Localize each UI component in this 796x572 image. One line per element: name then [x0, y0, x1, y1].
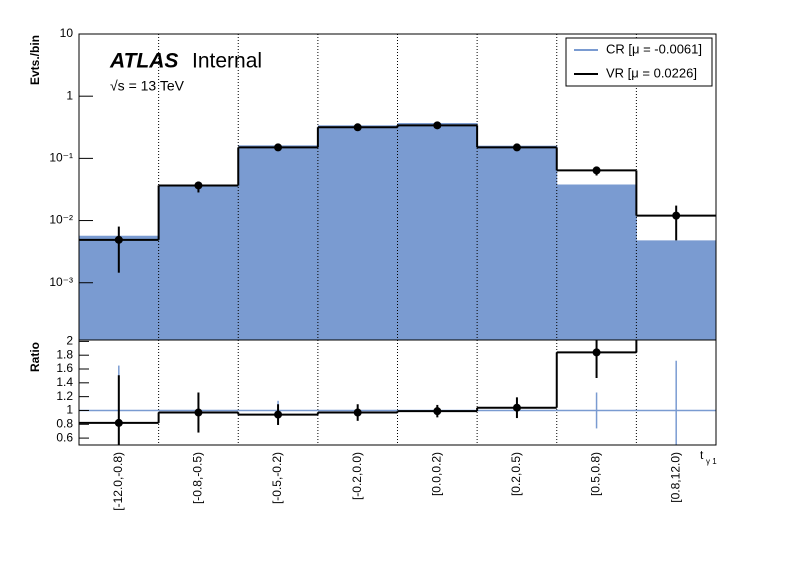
bar: [397, 123, 478, 340]
y-tick-label: 10: [60, 26, 74, 40]
plot-area: [79, 340, 716, 445]
bar: [556, 184, 637, 340]
data-point: [353, 408, 362, 417]
legend-box: [565, 37, 713, 87]
x-tick-label: [0.5,0.8): [589, 452, 603, 496]
y-tick-label: 1.8: [56, 347, 73, 361]
y-tick-label: 1.4: [56, 375, 73, 389]
data-point: [592, 166, 601, 175]
data-point: [114, 235, 123, 244]
y-tick-label: 1: [66, 88, 73, 102]
y-axis-label: Evts./bin: [28, 35, 42, 85]
frame: [78, 339, 717, 446]
x-tick-label: [-0.2,0.0): [350, 452, 364, 500]
data-point: [274, 410, 283, 419]
y-axis-label: Ratio: [28, 342, 42, 372]
data-point: [512, 403, 521, 412]
internal-label: Internal: [192, 50, 262, 73]
x-tick-label: [-0.8,-0.5): [191, 452, 205, 504]
y-tick-label: 2: [66, 334, 73, 348]
data-point: [672, 211, 681, 220]
bar: [477, 145, 558, 340]
bar: [636, 240, 716, 340]
y-tick-label: 0.8: [56, 416, 73, 430]
bar: [317, 125, 398, 340]
y-tick-label: 10⁻²: [49, 213, 73, 227]
y-tick-label: 10⁻³: [49, 275, 73, 289]
bar: [158, 185, 239, 340]
x-tick-label: [-0.5,-0.2): [270, 452, 284, 504]
y-tick-label: 1: [66, 403, 73, 417]
x-axis-label: t: [700, 448, 704, 462]
y-tick-label: 1.2: [56, 389, 73, 403]
data-point: [194, 181, 203, 190]
data-point: [512, 143, 521, 152]
y-tick-label: 0.6: [56, 430, 73, 444]
data-point: [592, 348, 601, 357]
atlas-label: ATLAS: [109, 50, 178, 73]
x-tick-label: [0.2,0.5): [509, 452, 523, 496]
bar: [238, 145, 319, 340]
data-point: [433, 121, 442, 130]
y-tick-label: 10⁻¹: [49, 151, 73, 165]
data-point: [353, 123, 362, 132]
x-tick-label: [0.0,0.2): [429, 452, 443, 496]
x-tick-label: [-12.0,-0.8): [111, 452, 125, 511]
legend-label: VR [μ = 0.0226]: [606, 65, 697, 80]
data-point: [433, 407, 442, 416]
plot-area: [79, 121, 716, 340]
legend-label: CR [μ = -0.0061]: [606, 41, 702, 56]
data-point: [274, 143, 283, 152]
x-tick-label: [0.8,12.0): [668, 452, 682, 503]
y-tick-label: 1.6: [56, 361, 73, 375]
x-axis-label-sub: γ 1: [706, 457, 717, 466]
energy-label: √s = 13 TeV: [110, 78, 185, 94]
data-point: [194, 408, 203, 417]
data-point: [114, 418, 123, 427]
